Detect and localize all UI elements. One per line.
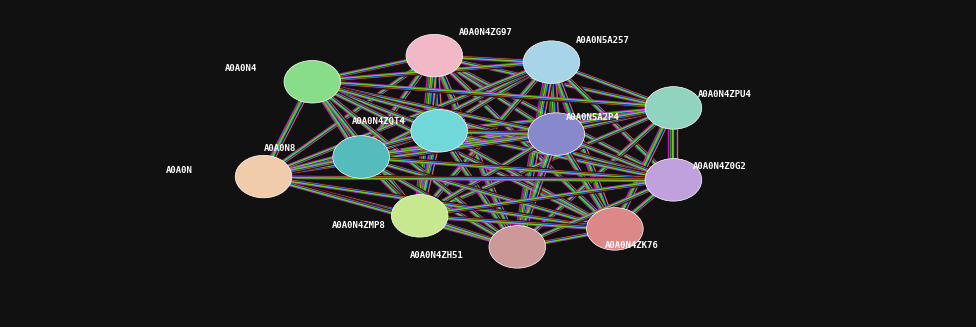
- Ellipse shape: [284, 60, 341, 103]
- Ellipse shape: [645, 159, 702, 201]
- Text: A0A0N4Z0G2: A0A0N4Z0G2: [693, 162, 747, 171]
- Text: A0A0N4ZG97: A0A0N4ZG97: [459, 28, 512, 37]
- Ellipse shape: [391, 195, 448, 237]
- Ellipse shape: [528, 113, 585, 155]
- Ellipse shape: [587, 208, 643, 250]
- Ellipse shape: [333, 136, 389, 178]
- Text: A0A0N5A2P4: A0A0N5A2P4: [566, 113, 620, 122]
- Ellipse shape: [411, 110, 468, 152]
- Ellipse shape: [645, 87, 702, 129]
- Ellipse shape: [406, 34, 463, 77]
- Text: A0A0N4ZPU4: A0A0N4ZPU4: [698, 90, 752, 99]
- Ellipse shape: [523, 41, 580, 83]
- Text: A0A0N5A257: A0A0N5A257: [576, 36, 630, 45]
- Ellipse shape: [489, 226, 546, 268]
- Ellipse shape: [235, 155, 292, 198]
- Text: A0A0N4ZK76: A0A0N4ZK76: [605, 241, 659, 250]
- Text: A0A0N4: A0A0N4: [224, 64, 257, 73]
- Text: A0A0N4ZQT4: A0A0N4ZQT4: [351, 116, 405, 126]
- Text: A0A0N: A0A0N: [166, 165, 193, 175]
- Text: A0A0N4ZH51: A0A0N4ZH51: [410, 250, 464, 260]
- Text: A0A0N4ZMP8: A0A0N4ZMP8: [332, 221, 386, 230]
- Text: A0A0N8: A0A0N8: [264, 144, 296, 153]
